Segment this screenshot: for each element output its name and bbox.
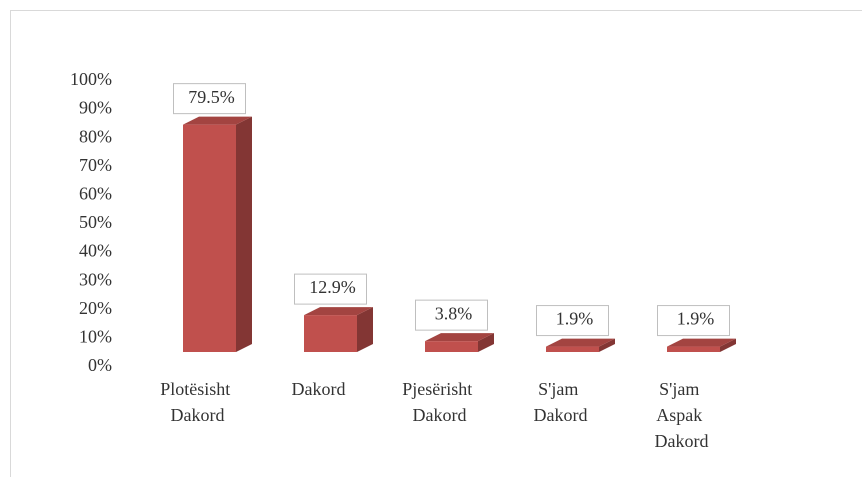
bar-front [425,341,478,352]
y-tick-label: 80% [79,126,112,146]
data-label: 3.8% [435,303,473,323]
y-tick-label: 70% [79,155,112,175]
y-tick-label: 40% [79,241,112,261]
bar [425,333,494,352]
bar-top [425,333,494,342]
bar [546,338,615,352]
x-tick-label-line: S'jam [659,379,704,399]
y-tick-label: 50% [79,212,112,232]
bar-front [183,124,236,352]
y-tick-label: 100% [70,69,112,89]
data-label: 12.9% [309,277,356,297]
x-tick-label-line: Pjesërisht [402,379,477,399]
x-tick-label: S'jam Dakord [534,379,588,425]
bar-top [183,116,252,125]
data-label-box [294,273,367,305]
x-tick-label: S'jam Aspak Dakord [655,379,709,451]
bar-front [304,315,357,352]
bar-front [546,346,599,352]
x-tick-label: Plotësisht Dakord [160,379,235,425]
data-label-box [173,83,246,115]
bar-side [236,116,252,352]
x-tick-label-line: Plotësisht [160,379,235,399]
bar-front [667,346,720,352]
data-label: 1.9% [556,309,594,329]
bar-side [720,338,736,352]
x-tick-label-line: Dakord [171,405,225,425]
y-tick-label: 30% [79,269,112,289]
bar-side [357,307,373,352]
x-tick-label: Dakord [292,379,346,399]
x-tick-label-line: Aspak [656,405,707,425]
chart-frame [10,10,862,477]
bar-top [304,307,373,316]
data-label: 1.9% [677,309,715,329]
data-label-box [657,305,730,337]
data-label: 79.5% [188,87,235,107]
y-tick-label: 60% [79,184,112,204]
y-tick-label: 0% [88,355,112,375]
x-tick-label-line: Dakord [413,405,467,425]
data-label-box [415,299,488,331]
y-tick-label: 90% [79,98,112,118]
y-tick-label: 20% [79,298,112,318]
bar [304,307,373,352]
bar-side [599,338,615,352]
x-tick-label-line: Dakord [534,405,588,425]
bar-top [546,338,615,347]
x-tick-label-line: S'jam [538,379,583,399]
x-tick-label: Pjesërisht Dakord [402,379,477,425]
x-tick-label-line: Dakord [655,431,709,451]
y-tick-label: 10% [79,327,112,347]
bar [183,116,252,352]
bar [667,338,736,352]
bar-side [478,333,494,352]
bar-top [667,338,736,347]
x-tick-label-line: Dakord [292,379,346,399]
data-label-box [536,305,609,337]
